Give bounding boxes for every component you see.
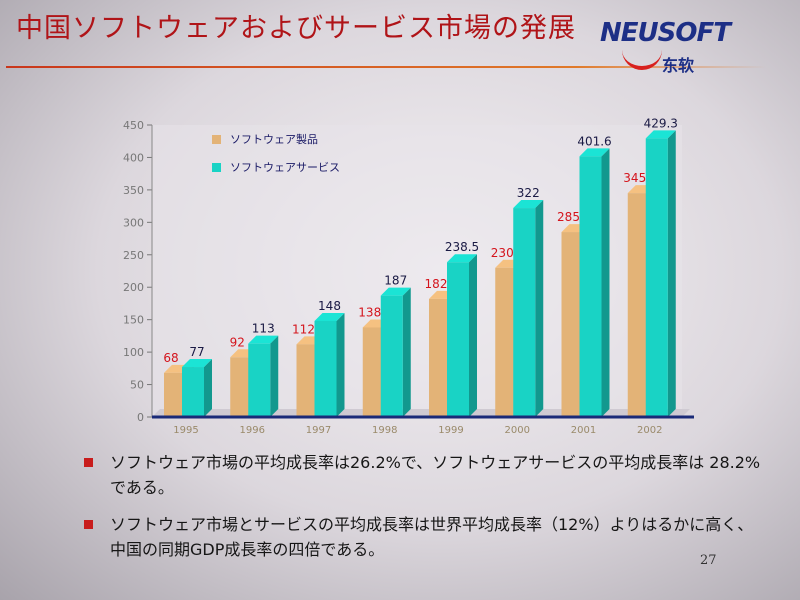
data-label: 148: [318, 299, 341, 313]
bar: [380, 295, 403, 417]
data-label: 138: [358, 305, 381, 319]
y-tick-label: 0: [137, 411, 144, 424]
bullet-item: ソフトウェア市場の平均成長率は26.2%で、ソフトウェアサービスの平均成長率は …: [82, 450, 762, 500]
data-label: 113: [252, 322, 275, 336]
bar-top: [248, 335, 279, 344]
bar: [495, 267, 518, 417]
bar-side: [402, 287, 411, 417]
bar: [164, 372, 186, 417]
bar-side: [336, 312, 345, 417]
y-tick-label: 250: [123, 249, 144, 262]
data-label: 92: [230, 335, 245, 349]
y-tick-label: 150: [123, 314, 144, 327]
bar-top: [314, 312, 345, 321]
y-tick-label: 100: [123, 346, 144, 359]
data-label: 112: [292, 322, 315, 336]
market-growth-chart: 0 50 100 150 200 250 300 350 400 450 68 77 1995 92 113…: [100, 115, 760, 445]
bar-side: [535, 200, 544, 417]
neusoft-logo: NEUSOFT 东软: [600, 18, 760, 78]
bar: [513, 208, 536, 417]
data-label: 182: [425, 277, 448, 291]
logo-wordmark: NEUSOFT: [600, 18, 731, 48]
x-tick-label: 1998: [372, 425, 397, 436]
bar-top: [182, 359, 212, 368]
y-tick-label: 50: [130, 379, 144, 392]
bar-side: [469, 254, 477, 417]
bar-side: [270, 335, 279, 417]
y-tick-label: 450: [123, 119, 144, 132]
legend-swatch: [212, 135, 221, 144]
y-tick-label: 400: [123, 151, 144, 164]
data-label: 230: [491, 246, 514, 260]
y-tick-label: 300: [123, 216, 144, 229]
bar: [561, 232, 584, 417]
bar: [230, 357, 253, 417]
logo-chinese-name: 东软: [662, 56, 695, 75]
bar-top: [645, 130, 676, 139]
bullet-list: ソフトウェア市場の平均成長率は26.2%で、ソフトウェアサービスの平均成長率は …: [82, 450, 762, 574]
slide-title: 中国ソフトウェアおよびサービス市場の発展: [16, 13, 576, 44]
page-number: 27: [700, 553, 717, 568]
bar: [447, 262, 469, 417]
data-label: 345: [623, 171, 646, 185]
bullet-text: ソフトウェア市場の平均成長率は26.2%で、ソフトウェアサービスの平均成長率は …: [110, 453, 761, 497]
x-tick-label: 2001: [571, 425, 596, 436]
bar: [645, 138, 668, 417]
bullet-item: ソフトウェア市場とサービスの平均成長率は世界平均成長率（12%）よりはるかに高く…: [82, 512, 762, 562]
bar-chart-svg: 0 50 100 150 200 250 300 350 400 450 68 77 1995 92 113…: [123, 116, 694, 436]
x-tick-label: 1999: [438, 425, 463, 436]
bar: [579, 156, 602, 417]
x-tick-label: 2000: [505, 425, 530, 436]
legend-swatch: [212, 163, 221, 172]
bar-side: [601, 148, 610, 417]
y-tick-label: 350: [123, 184, 144, 197]
data-label: 285: [557, 210, 580, 224]
data-label: 77: [189, 345, 204, 359]
bar: [362, 327, 385, 417]
legend-label: ソフトウェア製品: [230, 132, 318, 146]
bar-top: [447, 254, 477, 263]
bullet-square-icon: [84, 458, 93, 467]
bar: [627, 193, 650, 417]
y-tick-label: 200: [123, 281, 144, 294]
data-label: 401.6: [577, 134, 611, 148]
data-label: 187: [384, 274, 407, 288]
data-label: 68: [163, 351, 178, 365]
logo-swoosh-icon: [622, 48, 662, 70]
bar: [429, 298, 451, 417]
bar: [314, 320, 337, 417]
legend-label: ソフトウェアサービス: [230, 161, 340, 174]
bar-top: [513, 200, 544, 209]
bar: [296, 344, 319, 417]
bar-top: [380, 287, 411, 296]
title-divider: [6, 66, 766, 68]
bar: [248, 343, 271, 417]
x-tick-label: 1995: [173, 425, 198, 436]
plot-floor: [152, 409, 690, 417]
bar-side: [204, 359, 212, 417]
x-tick-label: 1996: [240, 425, 265, 436]
data-label: 238.5: [445, 240, 479, 254]
bar-top: [579, 148, 610, 157]
data-label: 429.3: [644, 116, 678, 130]
data-label: 322: [517, 186, 540, 200]
bar: [182, 367, 204, 417]
x-tick-label: 1997: [306, 425, 331, 436]
x-tick-label: 2002: [637, 425, 662, 436]
bar-side: [667, 130, 676, 417]
bullet-text: ソフトウェア市場とサービスの平均成長率は世界平均成長率（12%）よりはるかに高く…: [110, 515, 754, 559]
bullet-square-icon: [84, 520, 93, 529]
